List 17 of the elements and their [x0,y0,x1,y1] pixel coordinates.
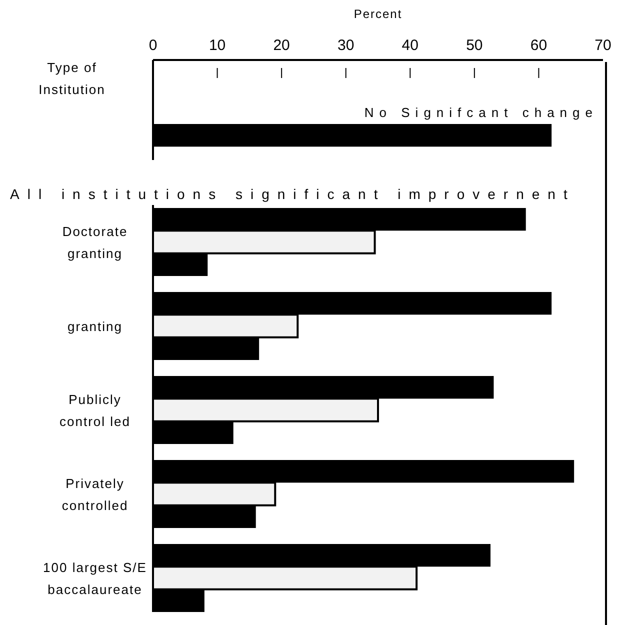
y-tick-label: Doctorate granting [62,224,128,261]
annotation: All institutions significant improvernent [10,186,576,202]
y-tick-label: Publicly control led [60,392,130,429]
x-tick-label: 10 [208,37,226,54]
x-tick-label: 20 [273,37,290,54]
y-tick-label: granting [68,319,122,334]
x-tick-label: 70 [594,37,612,54]
x-axis-title: Percent [354,7,402,21]
y-tick-label: Privately controlled [62,476,128,513]
annotation: No Signifcant change [364,105,598,120]
x-tick-label: 0 [148,37,158,54]
y-axis-title: Type of Institution [38,60,106,97]
y-tick-label: 100 largest S/E baccalaureate [43,560,147,597]
x-tick-label: 60 [530,37,548,54]
x-tick-label: 50 [466,37,483,54]
x-tick-label: 30 [338,37,354,54]
x-tick-label: 40 [402,37,418,54]
